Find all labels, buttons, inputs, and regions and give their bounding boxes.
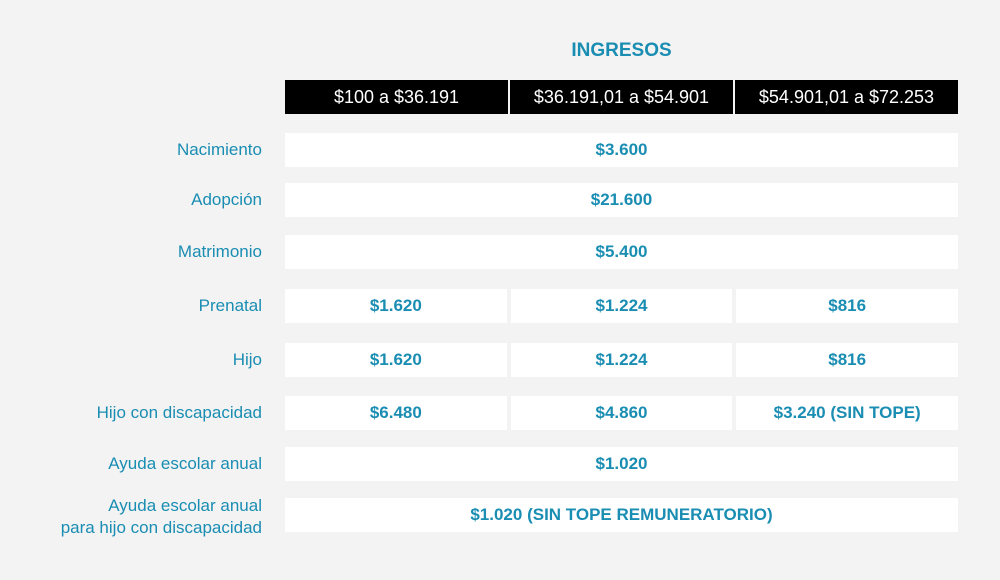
table-row-prenatal: Prenatal $1.620 $1.224 $816 (0, 289, 1000, 323)
value-cell: $21.600 (285, 183, 958, 217)
value-cell: $6.480 (285, 396, 507, 430)
table-row-adopcion: Adopción $21.600 (0, 183, 1000, 217)
row-label: Hijo con discapacidad (96, 403, 262, 422)
value-cell: $4.860 (510, 396, 733, 430)
value-cell: $816 (736, 289, 959, 323)
value-cell: $1.020 (285, 447, 958, 481)
income-range-2: $36.191,01 a $54.901 (510, 80, 733, 114)
value-cell: $1.020 (SIN TOPE REMUNERATORIO) (285, 498, 958, 532)
row-label: Nacimiento (176, 140, 262, 159)
row-label: Matrimonio (177, 242, 262, 261)
value-cell: $1.224 (510, 289, 733, 323)
table-row-ayuda-escolar-discapacidad: Ayuda escolar anual para hijo con discap… (0, 495, 1000, 539)
table-title: INGRESOS (571, 40, 672, 61)
table-row-hijo-discapacidad: Hijo con discapacidad $6.480 $4.860 $3.2… (0, 396, 1000, 430)
income-range-header: $100 a $36.191 $36.191,01 a $54.901 $54.… (285, 80, 958, 114)
row-label: Ayuda escolar anual (108, 454, 262, 473)
value-cell: $816 (736, 343, 959, 377)
value-cell: $5.400 (285, 235, 958, 269)
table-row-hijo: Hijo $1.620 $1.224 $816 (0, 343, 1000, 377)
row-label: Prenatal (198, 296, 262, 315)
income-range-3: $54.901,01 a $72.253 (735, 80, 958, 114)
value-cell: $1.224 (510, 343, 733, 377)
table-row-nacimiento: Nacimiento $3.600 (0, 133, 1000, 167)
row-label: Hijo (232, 350, 262, 369)
value-cell: $3.240 (SIN TOPE) (736, 396, 959, 430)
value-cell: $1.620 (285, 289, 507, 323)
value-cell: $1.620 (285, 343, 507, 377)
table-row-matrimonio: Matrimonio $5.400 (0, 235, 1000, 269)
value-cell: $3.600 (285, 133, 958, 167)
income-range-1: $100 a $36.191 (285, 80, 508, 114)
row-label: Adopción (191, 190, 262, 209)
table-row-ayuda-escolar: Ayuda escolar anual $1.020 (0, 447, 1000, 481)
row-label: Ayuda escolar anual para hijo con discap… (60, 496, 262, 537)
